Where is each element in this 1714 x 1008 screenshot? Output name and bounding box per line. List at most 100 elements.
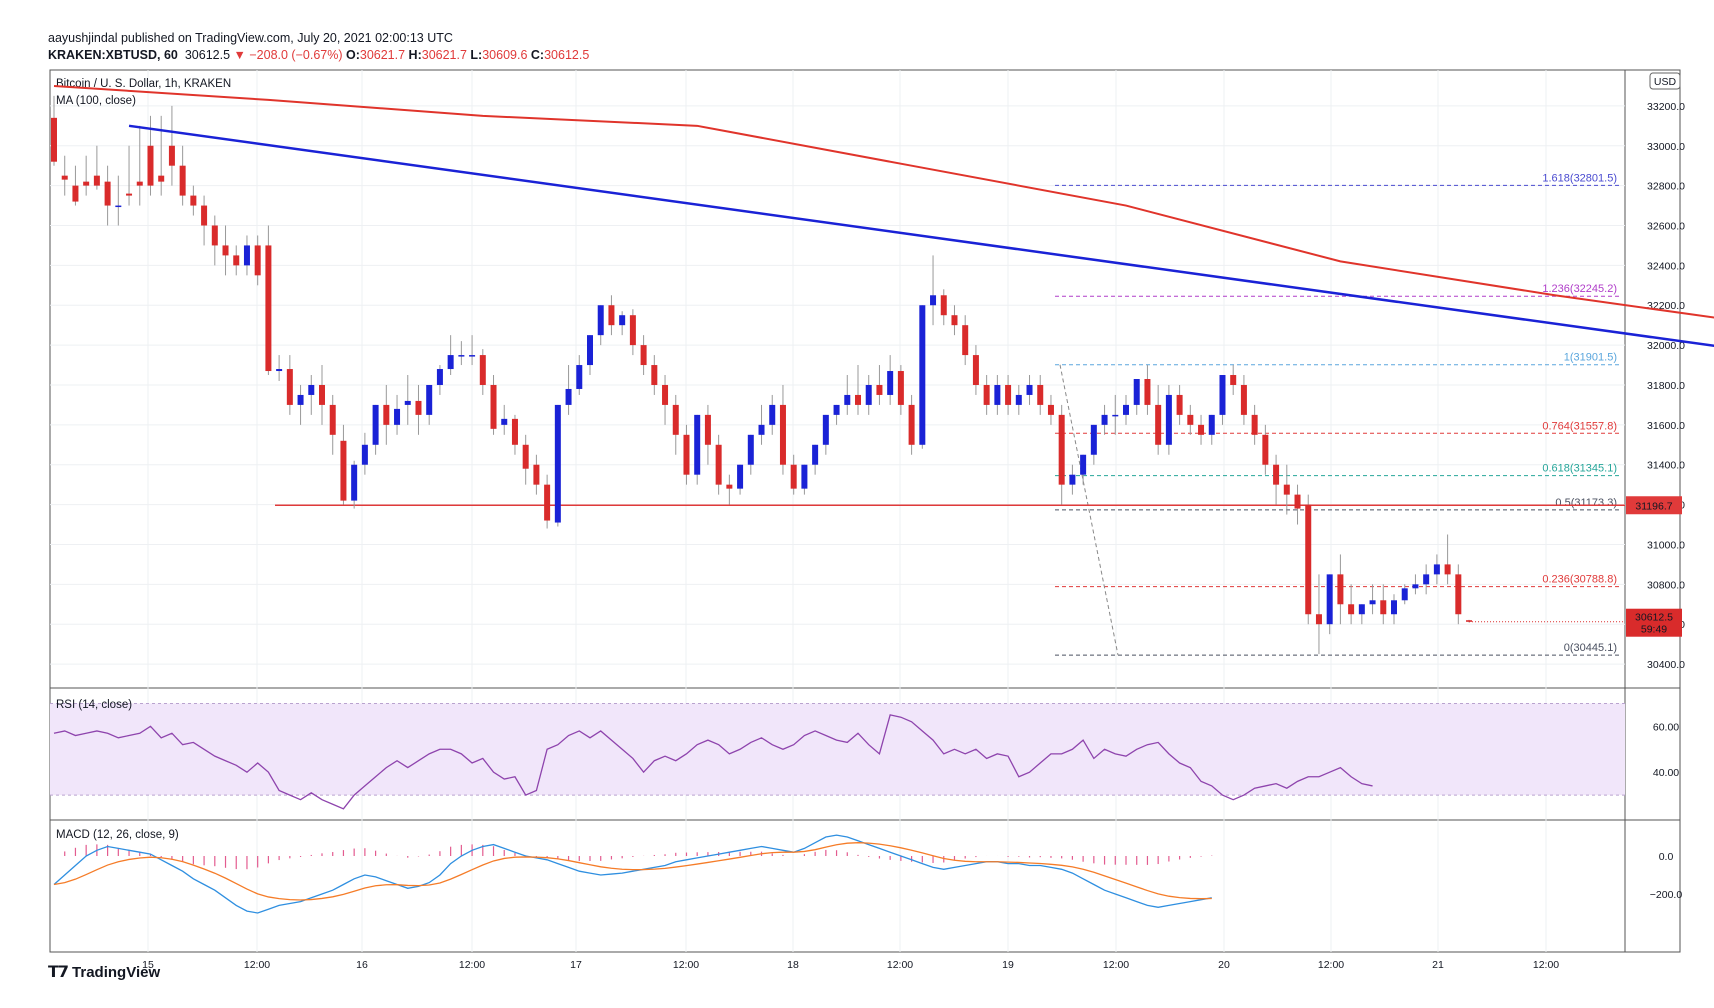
candle-body <box>1155 404 1162 445</box>
candle-body <box>715 444 722 485</box>
y-tick-label: 31000.0 <box>1647 539 1685 551</box>
candle-body <box>126 193 133 196</box>
candle-body <box>179 165 186 196</box>
candle-body <box>1283 484 1290 495</box>
y-tick-label: 32600.0 <box>1647 220 1685 232</box>
candle-body <box>1466 620 1473 622</box>
candle-body <box>1026 384 1033 395</box>
candle-body <box>319 384 325 405</box>
candle-body <box>812 444 819 465</box>
candle-body <box>608 305 615 326</box>
macd-tick-label: 0.0 <box>1659 851 1674 863</box>
candle-body <box>1358 604 1365 615</box>
candle-body <box>1230 375 1237 385</box>
down-arrow-icon: ▼ <box>233 48 246 62</box>
x-tick-label: 12:00 <box>1318 959 1344 971</box>
candle-body <box>436 369 443 385</box>
brand-text: TradingView <box>72 964 161 981</box>
x-tick-label: 15 <box>142 959 154 971</box>
y-tick-label: 32000.0 <box>1647 340 1685 352</box>
candle-body <box>511 418 518 445</box>
candle-body <box>1273 464 1280 485</box>
candle-body <box>694 414 701 475</box>
candle-body <box>265 245 272 372</box>
candle-body <box>72 185 79 202</box>
fib-level-label: 1.618(32801.5) <box>1542 172 1617 184</box>
candle-body <box>1123 404 1129 415</box>
candle-body <box>790 464 797 489</box>
resistance-price-label: 31196.7 <box>1635 500 1672 512</box>
candle-body <box>962 325 969 356</box>
candle-body <box>833 404 840 415</box>
candle-body <box>104 181 111 206</box>
candle-body <box>1326 574 1333 625</box>
candle-body <box>1305 504 1312 615</box>
x-tick-label: 12:00 <box>244 959 270 971</box>
candle-body <box>479 355 486 385</box>
candle-body <box>136 181 143 186</box>
countdown-label: 59:49 <box>1641 624 1667 636</box>
tradingview-logo-icon: 𝗧𝟳 <box>48 964 69 981</box>
candle-body <box>394 408 401 425</box>
candle-body <box>340 440 347 501</box>
candle-body <box>1165 394 1172 445</box>
candle-body <box>501 418 508 425</box>
rsi-tick-label: 60.00 <box>1653 721 1679 733</box>
candle-body <box>147 145 154 186</box>
candle-body <box>683 434 690 475</box>
candle-body <box>233 255 240 266</box>
candle-body <box>672 404 679 435</box>
candle-body <box>919 305 926 445</box>
candle-body <box>1037 384 1044 405</box>
candle-body <box>286 369 293 405</box>
y-tick-label: 32400.0 <box>1647 260 1685 272</box>
brand-logo: 𝗧𝟳 TradingView <box>48 962 160 982</box>
last-price-label: 30612.5 <box>1635 612 1673 624</box>
candle-body <box>1251 414 1258 435</box>
fib-level-label: 0(30445.1) <box>1564 642 1617 654</box>
last-value: 30612.5 <box>184 48 231 62</box>
candle-body <box>662 384 669 405</box>
candle-body <box>1401 588 1408 601</box>
candle-body <box>1015 394 1022 405</box>
candle-body <box>726 484 733 489</box>
candle-body <box>897 371 904 405</box>
candle-body <box>308 384 315 395</box>
candle-body <box>1047 404 1054 415</box>
macd-signal-line <box>53 842 1212 901</box>
fib-level-label: 0.764(31557.8) <box>1542 420 1617 432</box>
candle-body <box>801 464 808 489</box>
ma-label: MA (100, close) <box>56 95 136 107</box>
candle-body <box>1444 564 1451 575</box>
candle-body <box>651 365 658 385</box>
candle-body <box>522 444 529 469</box>
candle-body <box>447 355 454 370</box>
candle-body <box>1144 379 1151 405</box>
candle-body <box>930 295 937 306</box>
candle-body <box>576 365 583 389</box>
candle-body <box>844 394 851 405</box>
chart-title: Bitcoin / U. S. Dollar, 1h, KRAKEN <box>56 78 231 90</box>
candle-body <box>115 205 122 208</box>
candle-body <box>1069 474 1076 485</box>
candle-body <box>404 400 411 405</box>
candle-body <box>201 205 208 226</box>
candle-body <box>940 295 947 316</box>
x-tick-label: 12:00 <box>887 959 913 971</box>
candle-body <box>597 305 604 336</box>
candle-body <box>951 315 958 326</box>
open-value: 30621.7 <box>359 48 406 62</box>
candle-body <box>1112 414 1119 417</box>
candle-body <box>876 384 883 395</box>
x-tick-label: 16 <box>356 959 368 971</box>
publish-line: aayushjindal published on TradingView.co… <box>48 31 453 45</box>
candle-body <box>629 315 636 346</box>
candle-body <box>1133 379 1140 405</box>
candle-body <box>1391 600 1397 615</box>
fib-level-label: 0.236(30788.8) <box>1542 574 1617 586</box>
y-tick-label: 30800.0 <box>1647 579 1685 591</box>
candle-body <box>1348 604 1355 615</box>
candle-body <box>994 384 1001 405</box>
y-tick-label: 30400.0 <box>1647 659 1685 671</box>
